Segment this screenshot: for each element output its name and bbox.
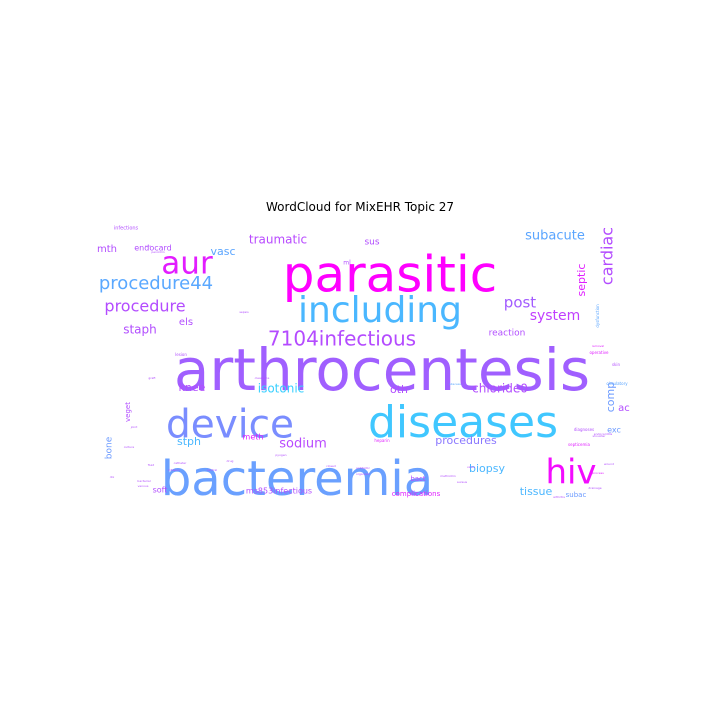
word-drug: drug	[227, 459, 234, 463]
word-post: post	[504, 294, 537, 312]
word-penicillin: penicillin	[151, 250, 164, 254]
word-bacteremia: bacteremia	[161, 451, 433, 507]
chart-title: WordCloud for MixEHR Topic 27	[265, 200, 455, 214]
word-els: els	[179, 317, 193, 328]
word-knee: knee	[179, 381, 206, 394]
word-diseases: diseases	[368, 397, 558, 448]
word-subacute: subacute	[525, 229, 585, 244]
word-aureus: aureus	[457, 480, 468, 484]
word-culture: culture	[124, 445, 135, 449]
word-hiv: hiv	[545, 453, 596, 493]
word-clearance: clearance	[255, 376, 270, 380]
word-skin: skin	[612, 362, 621, 367]
word-oth: oth	[390, 383, 408, 396]
word-bacterial: bacterial	[137, 479, 150, 483]
word-device: device	[166, 403, 294, 448]
word-valve: valve	[467, 465, 475, 469]
word-drainage: drainage	[588, 486, 601, 490]
word-septic: septic	[575, 264, 588, 297]
word-ms853infectious: ms853infectious	[246, 487, 312, 496]
word-isotonic: isotonic	[258, 382, 305, 396]
word-removal: removal	[592, 344, 604, 348]
word-central: central	[207, 468, 218, 472]
word-vasc: vasc	[210, 245, 235, 258]
word-dix: dix	[110, 475, 115, 479]
word-procedure: procedure	[104, 297, 185, 316]
word-dysfunction: dysfunction	[595, 304, 600, 328]
word-circulatory: circulatory	[606, 381, 628, 386]
word-arthrocentesis: arthrocentesis	[174, 336, 590, 404]
word-organism: organism	[356, 472, 370, 476]
word-subac: subac	[566, 491, 587, 499]
word-bact: bact	[410, 475, 426, 483]
word-graft: graft	[148, 376, 156, 380]
word-parasitic: parasitic	[283, 246, 498, 304]
word-closed: closed	[326, 464, 336, 468]
word-pyogen: pyogen	[275, 453, 286, 457]
word-bone: bone	[105, 436, 115, 459]
word-abscess: abscess	[449, 382, 461, 386]
word-fluid: fluid	[148, 463, 155, 467]
word-ml: ml	[343, 260, 351, 267]
word-operative: operative	[589, 350, 609, 355]
word-ac: ac	[618, 403, 630, 414]
word-tissue: tissue	[520, 485, 553, 498]
word-joint: joint	[130, 425, 138, 429]
word-venous: venous	[138, 484, 149, 488]
word-exc: exc	[607, 426, 621, 435]
word-traumatic: traumatic	[249, 233, 307, 247]
word-diagnoses: diagnoses	[574, 427, 594, 432]
word-procedure44: procedure44	[99, 273, 213, 294]
word-endocarditis: endocarditis	[594, 432, 613, 436]
word-procedures: procedures	[435, 434, 497, 447]
word-picc: picc	[145, 244, 151, 248]
word-cardiac: cardiac	[598, 227, 617, 285]
word-comp: comp	[604, 382, 617, 412]
word-biopsy: biopsy	[469, 462, 505, 475]
word-chloride0: chloride0	[472, 382, 528, 396]
word-shoulder: shoulder	[592, 434, 606, 438]
word-infusion: infusion	[168, 468, 180, 472]
word-aur: aur	[161, 246, 213, 282]
word-7104infectious: 7104infectious	[268, 327, 416, 351]
word-staph: staph	[123, 323, 157, 337]
word-arthritis: arthritis	[553, 495, 565, 499]
word-wound: wound	[604, 462, 614, 466]
word-catheter: catheter	[174, 461, 187, 465]
word-methicillin: methicillin	[440, 474, 456, 478]
word-including: including	[298, 290, 462, 331]
word-complications: complications	[392, 490, 441, 498]
word-process: process	[592, 471, 604, 475]
word-antibiotic: antibiotic	[356, 466, 370, 470]
word-stph: stph	[177, 435, 201, 448]
word-sodium: sodium	[279, 437, 327, 452]
word-meth: meth	[243, 433, 264, 442]
word-sepsis: sepsis	[239, 310, 249, 314]
word-veget: veget	[124, 402, 132, 422]
word-endocard: endocard	[134, 244, 172, 253]
word-sus: sus	[364, 238, 379, 248]
word-lesion: lesion	[175, 352, 187, 357]
word-mth: mth	[97, 244, 117, 255]
word-heparin: heparin	[374, 438, 390, 443]
word-system: system	[530, 308, 581, 324]
word-septicemia: septicemia	[568, 442, 590, 447]
word-reaction: reaction	[489, 329, 526, 339]
word-infections: infections	[114, 226, 139, 232]
word-soft: soft	[153, 486, 168, 495]
